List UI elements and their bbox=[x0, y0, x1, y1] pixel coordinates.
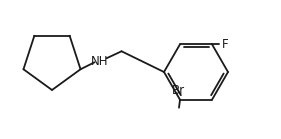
Text: F: F bbox=[222, 38, 229, 51]
Text: Br: Br bbox=[171, 84, 185, 97]
Text: NH: NH bbox=[91, 55, 108, 68]
